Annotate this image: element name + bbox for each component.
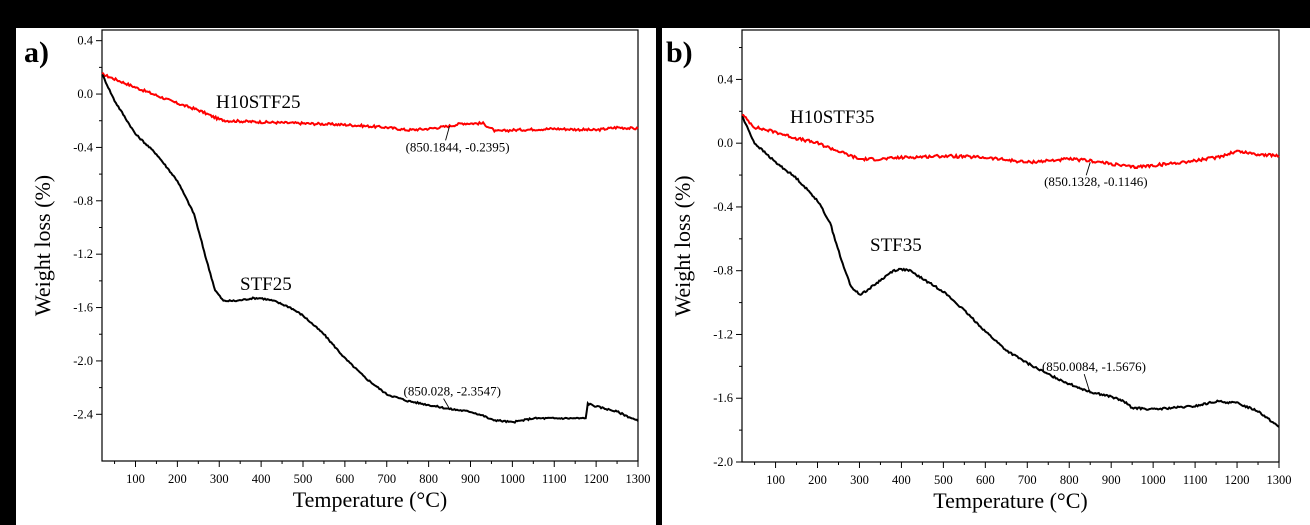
y-tick-label: 0.0 <box>717 136 733 150</box>
x-tick-label: 1200 <box>1225 473 1250 487</box>
chart-panel-b: 100 200 300 400 500 600 700 800 900 1000 1100 1200 1… <box>662 28 1310 525</box>
x-tick-label: 100 <box>766 473 785 487</box>
x-tick-label: 900 <box>1102 473 1121 487</box>
y-tick-label: -2.0 <box>713 455 733 469</box>
plot-frame <box>741 29 1280 463</box>
x-axis-title: Temperature (°C) <box>933 488 1087 513</box>
x-tick-label: 1000 <box>500 472 525 486</box>
tga-chart-a: 100 200 300 400 500 600 700 800 900 1000 1100 1200 1… <box>24 29 651 512</box>
x-tick-label: 200 <box>808 473 827 487</box>
y-axis-title: Weight loss (%) <box>670 175 695 316</box>
x-tick-label: 300 <box>850 473 869 487</box>
tga-chart-b: 100 200 300 400 500 600 700 800 900 1000 1100 1200 1… <box>666 29 1292 513</box>
annotation-leader <box>443 398 450 410</box>
y-tick-label: 0.0 <box>77 87 93 101</box>
x-tick-label: 800 <box>1060 473 1079 487</box>
series-label-h10stf35: H10STF35 <box>790 107 874 128</box>
annotation-label: (850.1844, -0.2395) <box>406 139 510 154</box>
x-tick-label: 1200 <box>584 472 609 486</box>
chart-panel-a: 100 200 300 400 500 600 700 800 900 1000 1100 1200 1… <box>16 28 656 525</box>
annotation-leader <box>1083 374 1091 394</box>
annotation-label: (850.028, -2.3547) <box>404 384 502 399</box>
x-tick-label: 300 <box>210 472 229 486</box>
y-tick-label: -0.8 <box>713 264 733 278</box>
y-tick-label: -0.8 <box>73 194 93 208</box>
y-tick-label: -1.2 <box>73 247 93 261</box>
x-tick-label: 1100 <box>542 472 567 486</box>
y-tick-label: -0.4 <box>73 140 94 154</box>
x-tick-label: 200 <box>168 472 187 486</box>
x-tick-label: 400 <box>252 472 271 486</box>
y-tick-label: 0.4 <box>77 34 93 48</box>
x-tick-label: 1300 <box>1267 473 1292 487</box>
y-tick-label: -0.4 <box>713 200 734 214</box>
plot-frame <box>101 29 639 462</box>
annotation-leader <box>1085 162 1091 176</box>
x-tick-label: 700 <box>1018 473 1037 487</box>
x-tick-label: 500 <box>934 473 953 487</box>
series-line-stf25 <box>101 73 639 424</box>
x-tick-label: 800 <box>419 472 438 486</box>
series-line-stf35 <box>741 115 1280 428</box>
annotation-leader <box>445 125 450 141</box>
x-tick-label: 600 <box>976 473 995 487</box>
x-tick-label: 1100 <box>1183 473 1208 487</box>
x-tick-label: 100 <box>126 472 145 486</box>
panel-label: b) <box>666 36 693 69</box>
x-axis-title: Temperature (°C) <box>293 487 447 512</box>
x-tick-label: 700 <box>377 472 396 486</box>
y-axis-title: Weight loss (%) <box>30 175 55 316</box>
x-tick-label: 500 <box>294 472 313 486</box>
y-tick-label: -2.4 <box>73 407 94 421</box>
series-line-h10stf35 <box>741 113 1280 170</box>
series-label-h10stf25: H10STF25 <box>216 92 300 113</box>
x-tick-label: 900 <box>461 472 480 486</box>
annotation-label: (850.1328, -0.1146) <box>1044 174 1148 189</box>
x-tick-label: 600 <box>336 472 355 486</box>
series-label-stf25: STF25 <box>240 274 292 295</box>
x-tick-label: 400 <box>892 473 911 487</box>
y-tick-label: -2.0 <box>73 354 93 368</box>
y-tick-label: -1.2 <box>713 327 733 341</box>
x-tick-label: 1000 <box>1141 473 1166 487</box>
x-tick-label: 1300 <box>626 472 651 486</box>
annotation-label: (850.0084, -1.5676) <box>1042 359 1146 374</box>
y-tick-label: -1.6 <box>713 391 733 405</box>
series-label-stf35: STF35 <box>870 235 922 256</box>
y-tick-label: -1.6 <box>73 301 93 315</box>
y-tick-label: 0.4 <box>717 72 733 86</box>
series-line-h10stf25 <box>101 72 639 134</box>
panel-label: a) <box>24 36 49 69</box>
